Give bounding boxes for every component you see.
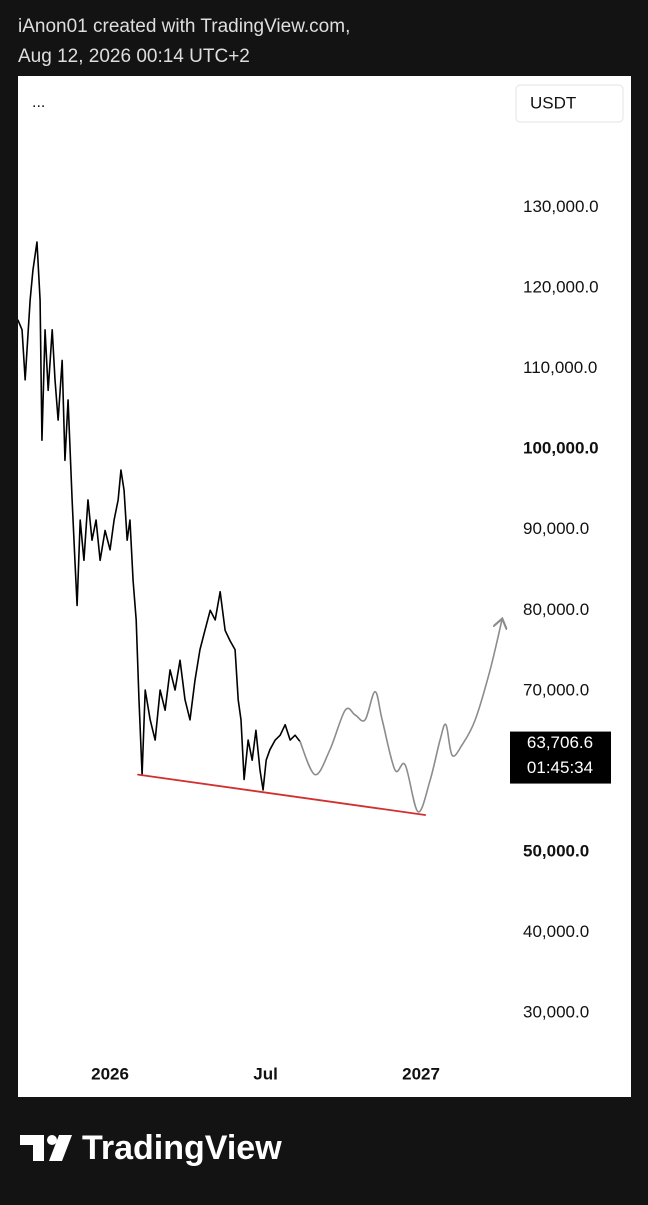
attribution: iAnon01 created with TradingView.com, xyxy=(18,16,350,37)
y-tick-label: 40,000.0 xyxy=(523,922,589,941)
x-tick-label: 2026 xyxy=(91,1064,129,1083)
plot-area xyxy=(18,241,502,816)
axes: 130,000.0 120,000.0 110,000.0 100,000.0 90,0… xyxy=(91,197,611,1083)
menu-button[interactable]: ... xyxy=(32,94,45,111)
series-line xyxy=(18,241,301,791)
timestamp: Aug 12, 2026 00:14 UTC+2 xyxy=(18,46,250,67)
y-tick-label: 90,000.0 xyxy=(523,519,589,538)
y-tick-label: 80,000.0 xyxy=(523,600,589,619)
last-price-label: 63,706.6 xyxy=(527,733,593,752)
series-line xyxy=(299,620,502,813)
y-tick-label: 30,000.0 xyxy=(523,1003,589,1022)
chart-panel xyxy=(18,76,631,1097)
y-tick-label: 110,000.0 xyxy=(523,358,597,377)
y-tick-label: 120,000.0 xyxy=(523,277,599,296)
logo-slash xyxy=(49,1135,72,1161)
logo-dot xyxy=(47,1135,57,1145)
y-tick-label: 100,000.0 xyxy=(523,439,599,458)
brand-name: TradingView xyxy=(82,1129,282,1167)
currency-box[interactable] xyxy=(515,84,624,123)
logo-t xyxy=(20,1135,44,1161)
x-tick-label: Jul xyxy=(253,1064,278,1083)
x-tick-label: 2027 xyxy=(402,1064,440,1083)
series-line xyxy=(137,773,427,816)
currency-label[interactable]: USDT xyxy=(530,93,576,112)
y-tick-label: 130,000.0 xyxy=(523,197,599,216)
last-price-box xyxy=(510,731,611,784)
y-tick-label: 70,000.0 xyxy=(523,680,589,699)
y-tick-label: 50,000.0 xyxy=(523,842,589,861)
brand-logo xyxy=(20,1135,72,1161)
countdown-label: 01:45:34 xyxy=(527,758,593,777)
